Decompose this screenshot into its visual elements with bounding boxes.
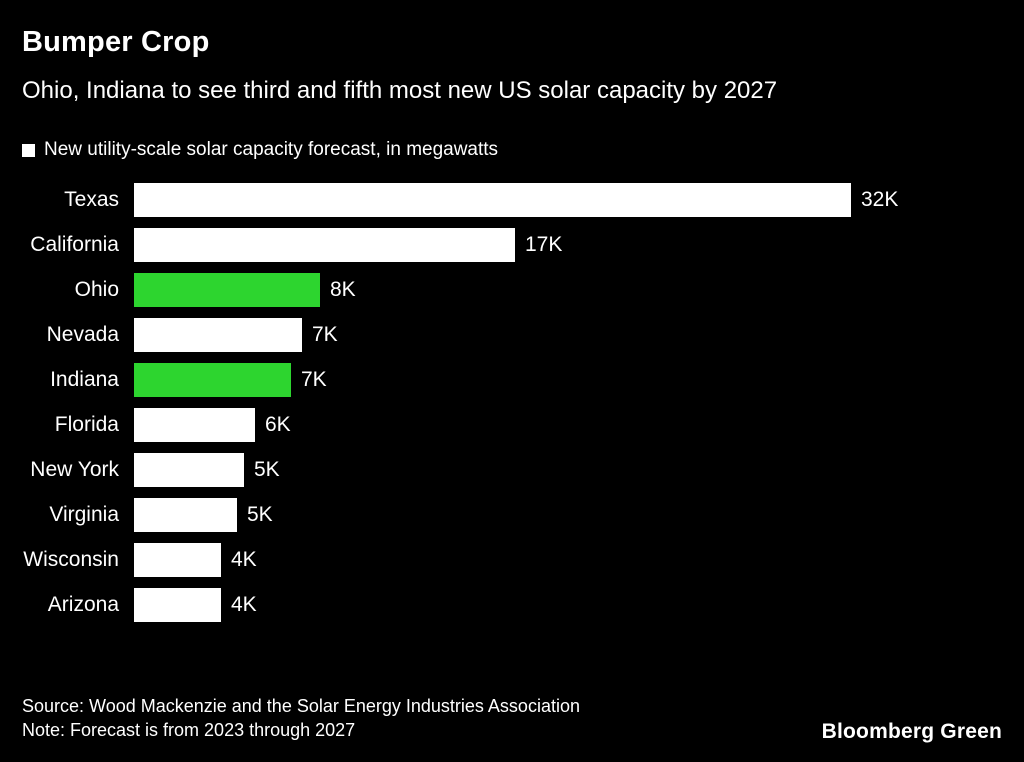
value-label: 8K: [330, 278, 356, 301]
category-label: New York: [30, 458, 119, 481]
bar: [134, 498, 237, 532]
legend: New utility-scale solar capacity forecas…: [22, 139, 1002, 161]
value-label: 6K: [265, 413, 291, 436]
bar-row: Arizona 4K: [22, 588, 1002, 622]
value-label: 7K: [312, 323, 338, 346]
bloomberg-green-logo: Bloomberg Green: [821, 720, 1002, 743]
bar-rows: Texas 32K California 17K Ohio 8K Nevada 7K India…: [22, 183, 1002, 622]
category-label: Florida: [54, 413, 119, 436]
bar-row: Ohio 8K: [22, 273, 1002, 307]
chart-subtitle: Ohio, Indiana to see third and fifth mos…: [22, 77, 778, 104]
value-label: 32K: [861, 188, 899, 211]
bar: [134, 408, 255, 442]
category-label: Indiana: [50, 368, 119, 391]
bar-row: Virginia 5K: [22, 498, 1002, 532]
category-label: Texas: [64, 188, 119, 211]
bar-row: California 17K: [22, 228, 1002, 262]
bar-row: Florida 6K: [22, 408, 1002, 442]
bar: [134, 363, 291, 397]
note-text: Note: Forecast is from 2023 through 2027: [22, 720, 356, 740]
bar: [134, 453, 244, 487]
chart-title: Bumper Crop: [22, 26, 210, 58]
value-label: 5K: [254, 458, 280, 481]
bar: [134, 273, 320, 307]
category-label: Virginia: [49, 503, 119, 526]
bar-row: Indiana 7K: [22, 363, 1002, 397]
bar: [134, 543, 221, 577]
bar: [134, 228, 515, 262]
value-label: 5K: [247, 503, 273, 526]
bar-row: Wisconsin 4K: [22, 543, 1002, 577]
value-label: 17K: [525, 233, 563, 256]
bar: [134, 588, 221, 622]
legend-square-icon: [22, 143, 35, 157]
bar-row: Texas 32K: [22, 183, 1002, 217]
value-label: 4K: [231, 548, 257, 571]
category-label: Ohio: [74, 278, 119, 301]
bar-row: New York 5K: [22, 453, 1002, 487]
footer-notes: Source: Wood Mackenzie and the Solar Ene…: [22, 694, 580, 742]
value-label: 4K: [231, 593, 257, 616]
bar: [134, 318, 302, 352]
category-label: Nevada: [46, 323, 119, 346]
bar-row: Nevada 7K: [22, 318, 1002, 352]
category-label: Arizona: [47, 593, 119, 616]
source-text: Source: Wood Mackenzie and the Solar Ene…: [22, 696, 580, 716]
value-label: 7K: [301, 368, 327, 391]
category-label: Wisconsin: [23, 548, 119, 571]
legend-label: New utility-scale solar capacity forecas…: [44, 139, 499, 160]
bar: [134, 183, 851, 217]
category-label: California: [30, 233, 119, 256]
